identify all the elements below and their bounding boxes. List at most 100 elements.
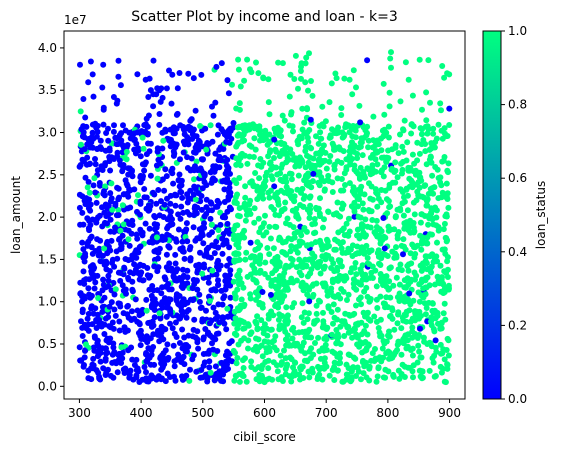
scatter-point	[278, 133, 285, 140]
scatter-point	[324, 177, 331, 183]
scatter-point	[416, 348, 423, 355]
scatter-point	[413, 272, 420, 279]
scatter-point	[259, 374, 266, 380]
scatter-point	[241, 77, 248, 84]
scatter-point	[385, 155, 392, 161]
scatter-point	[256, 256, 263, 263]
scatter-point	[273, 224, 280, 230]
scatter-point	[219, 235, 226, 242]
scatter-point	[190, 224, 197, 231]
scatter-point	[317, 237, 323, 244]
scatter-point	[95, 252, 102, 259]
scatter-point	[166, 286, 173, 293]
scatter-point	[380, 300, 387, 307]
colorbar-ticks: 0.0 0.2 0.4 0.6 0.8 1.0	[501, 24, 527, 406]
scatter-point	[122, 226, 129, 233]
scatter-point	[367, 154, 374, 161]
scatter-point	[297, 376, 303, 383]
scatter-point	[129, 217, 136, 224]
scatter-point	[271, 206, 277, 213]
x-axis-ticks: 300 400 500 600 700 800 900	[68, 399, 461, 420]
scatter-point	[366, 363, 373, 370]
scatter-point	[165, 354, 172, 361]
scatter-point	[349, 133, 356, 140]
scatter-point	[257, 137, 263, 144]
scatter-point	[395, 340, 402, 347]
scatter-point	[145, 202, 152, 209]
scatter-point	[385, 223, 392, 230]
scatter-point	[151, 307, 158, 313]
scatter-point	[155, 156, 162, 163]
scatter-point	[378, 228, 385, 235]
scatter-point	[226, 204, 233, 211]
scatter-point	[212, 99, 219, 106]
scatter-point	[401, 225, 408, 232]
colorbar-tick-label: 0.6	[508, 171, 527, 185]
scatter-point	[357, 266, 364, 273]
scatter-point	[380, 80, 387, 87]
scatter-point	[136, 379, 143, 385]
scatter-point	[99, 84, 106, 91]
scatter-point	[362, 347, 369, 354]
scatter-point	[366, 249, 372, 256]
scatter-point	[254, 326, 261, 333]
scatter-point	[138, 128, 145, 135]
scatter-point	[77, 108, 84, 115]
scatter-point	[106, 303, 113, 310]
scatter-point	[292, 342, 299, 349]
scatter-point	[292, 329, 298, 336]
scatter-point	[150, 91, 157, 98]
scatter-point	[160, 137, 167, 144]
scatter-point	[210, 304, 217, 311]
scatter-point	[106, 154, 113, 160]
scatter-point	[112, 286, 119, 293]
scatter-point	[133, 372, 140, 379]
scatter-point	[177, 246, 184, 252]
scatter-point	[364, 255, 371, 261]
scatter-point	[185, 70, 192, 77]
scatter-point	[220, 241, 227, 248]
scatter-point	[406, 290, 413, 297]
scatter-point	[242, 217, 249, 224]
scatter-point	[85, 79, 92, 86]
scatter-point	[300, 339, 307, 346]
scatter-point	[294, 229, 301, 235]
scatter-point	[346, 153, 353, 160]
scatter-point	[274, 196, 281, 203]
scatter-point	[202, 125, 209, 132]
scatter-point	[125, 205, 131, 212]
scatter-point	[256, 175, 263, 182]
scatter-point	[221, 199, 228, 205]
scatter-point	[353, 321, 359, 328]
scatter-point	[298, 60, 305, 67]
scatter-point	[189, 285, 196, 292]
scatter-point	[409, 151, 416, 158]
scatter-point	[446, 105, 453, 112]
scatter-point	[353, 84, 359, 91]
scatter-point	[434, 239, 440, 246]
scatter-point	[429, 300, 436, 307]
scatter-point	[221, 320, 228, 327]
scatter-point	[375, 141, 382, 148]
scatter-point	[374, 305, 381, 311]
scatter-point	[398, 242, 405, 249]
scatter-point	[240, 365, 247, 371]
scatter-point	[333, 75, 340, 82]
scatter-point	[309, 282, 316, 289]
scatter-point	[265, 274, 272, 281]
scatter-point	[414, 139, 421, 146]
scatter-point	[444, 254, 451, 261]
scatter-point	[288, 255, 294, 262]
scatter-point	[407, 250, 414, 257]
scatter-point	[405, 364, 412, 371]
scatter-point	[234, 355, 241, 361]
scatter-point	[219, 314, 226, 321]
scatter-point	[282, 238, 289, 245]
scatter-point	[177, 188, 184, 195]
scatter-point	[206, 298, 213, 304]
scatter-point	[212, 363, 219, 370]
scatter-point	[288, 356, 295, 363]
scatter-point	[355, 213, 362, 220]
scatter-point	[404, 192, 411, 199]
scatter-point	[201, 224, 208, 231]
